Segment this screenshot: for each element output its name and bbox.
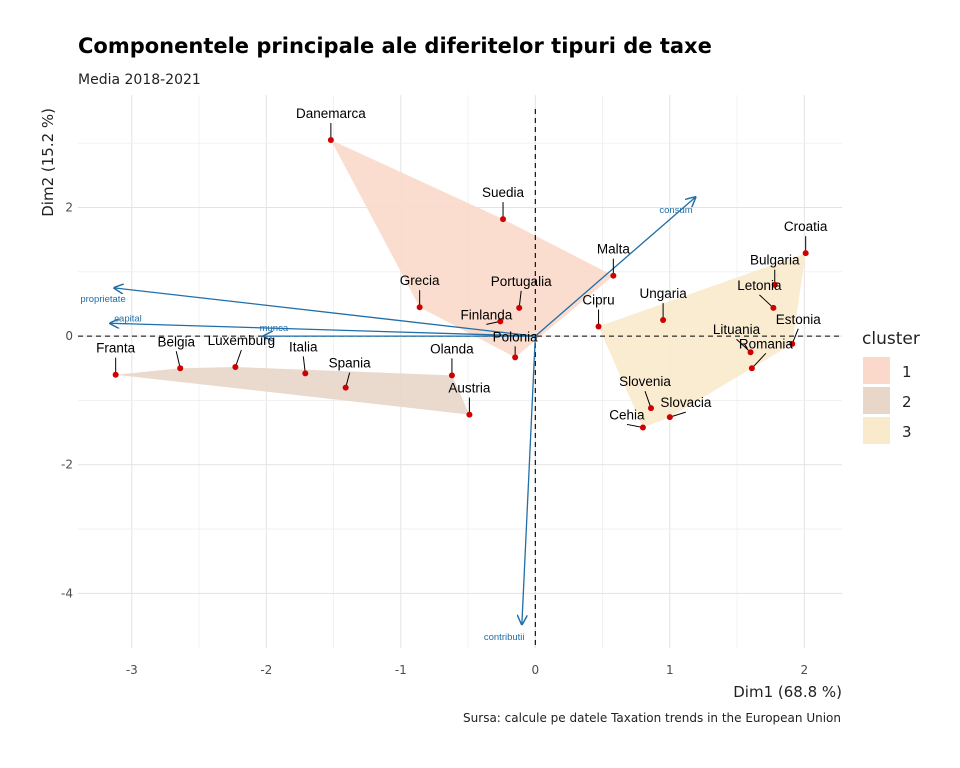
variable-label: contributii bbox=[484, 632, 525, 643]
y-tick-label: 2 bbox=[65, 201, 73, 215]
variable-label: capital bbox=[114, 313, 141, 324]
data-point-label: Cehia bbox=[609, 407, 645, 422]
cluster-hull-1 bbox=[330, 140, 614, 358]
data-point-label: Malta bbox=[597, 242, 631, 257]
data-point bbox=[302, 370, 309, 377]
data-point bbox=[610, 272, 617, 279]
data-point-label: Romania bbox=[739, 336, 794, 351]
data-point-label: Slovacia bbox=[660, 395, 712, 410]
data-point bbox=[595, 323, 602, 330]
chart-title: Componentele principale ale diferitelor … bbox=[78, 34, 712, 58]
data-point bbox=[770, 304, 777, 311]
y-axis-label: Dim2 (15.2 %) bbox=[39, 108, 57, 217]
data-point-label: Italia bbox=[289, 339, 318, 354]
data-point bbox=[639, 424, 646, 431]
legend-swatch-1 bbox=[863, 357, 890, 384]
data-point bbox=[516, 304, 523, 311]
data-point bbox=[789, 340, 796, 347]
data-point-label: Olanda bbox=[430, 341, 474, 356]
data-point-label: Croatia bbox=[784, 219, 828, 234]
legend-swatch-2 bbox=[863, 387, 890, 414]
data-point bbox=[416, 304, 423, 311]
label-leader bbox=[751, 352, 767, 369]
data-point-label: Ungaria bbox=[639, 286, 687, 301]
data-point bbox=[748, 365, 755, 372]
data-point bbox=[466, 411, 473, 418]
data-point-label: Polonia bbox=[493, 329, 539, 344]
data-point-label: Franta bbox=[96, 341, 136, 356]
chart-caption: Sursa: calcule pe datele Taxation trends… bbox=[463, 711, 841, 725]
x-tick-label: 1 bbox=[666, 663, 674, 677]
x-tick-label: -2 bbox=[260, 663, 272, 677]
variable-arrow bbox=[522, 336, 536, 624]
data-point bbox=[232, 363, 239, 370]
label-leader bbox=[736, 338, 751, 353]
data-point-label: Grecia bbox=[400, 273, 440, 288]
data-point bbox=[497, 318, 504, 325]
cluster-hull-3 bbox=[598, 253, 806, 428]
variable-label: munca bbox=[260, 323, 289, 334]
label-leader bbox=[644, 390, 652, 409]
data-point bbox=[177, 365, 184, 372]
legend-swatch-3 bbox=[863, 417, 890, 444]
data-point bbox=[666, 414, 673, 421]
data-point-label: Estonia bbox=[776, 312, 822, 327]
variable-label: proprietate bbox=[80, 294, 125, 305]
data-point bbox=[448, 372, 455, 379]
label-leader bbox=[759, 294, 774, 309]
data-point bbox=[500, 216, 507, 223]
data-point bbox=[327, 137, 334, 144]
data-point-label: Austria bbox=[448, 381, 491, 396]
data-point bbox=[660, 317, 667, 324]
data-point bbox=[342, 384, 349, 391]
data-point bbox=[512, 354, 519, 361]
data-point-label: Cipru bbox=[582, 292, 614, 307]
x-tick-label: -1 bbox=[395, 663, 407, 677]
y-tick-label: -2 bbox=[61, 458, 73, 472]
variable-label: consum bbox=[659, 205, 692, 216]
data-point bbox=[771, 281, 778, 288]
variable-arrow bbox=[114, 288, 536, 337]
data-point-label: Suedia bbox=[482, 185, 525, 200]
cluster-hull-2 bbox=[115, 366, 470, 415]
data-point-label: Bulgaria bbox=[750, 253, 800, 268]
x-tick-label: 0 bbox=[532, 663, 540, 677]
variable-arrow bbox=[110, 323, 536, 337]
data-point-label: Belgia bbox=[157, 334, 195, 349]
data-point-label: Finlanda bbox=[460, 307, 512, 322]
data-point-label: Spania bbox=[329, 356, 372, 371]
data-point-label: Luxemburg bbox=[208, 333, 276, 348]
legend-label: 3 bbox=[902, 423, 912, 441]
data-point-label: Slovenia bbox=[619, 374, 671, 389]
data-point bbox=[802, 250, 809, 257]
y-tick-label: 0 bbox=[65, 329, 73, 343]
variable-arrow bbox=[534, 197, 695, 337]
legend-label: 2 bbox=[902, 393, 912, 411]
label-leader bbox=[234, 349, 242, 368]
data-point-label: Letonia bbox=[737, 278, 782, 293]
chart-subtitle: Media 2018-2021 bbox=[78, 72, 201, 88]
y-tick-label: -4 bbox=[61, 586, 73, 600]
x-tick-label: 2 bbox=[801, 663, 809, 677]
data-point bbox=[747, 349, 754, 356]
x-tick-label: -3 bbox=[126, 663, 138, 677]
data-point bbox=[112, 371, 119, 378]
data-point-label: Lituania bbox=[713, 322, 761, 337]
legend-title: cluster bbox=[862, 329, 920, 349]
x-axis-label: Dim1 (68.8 %) bbox=[733, 683, 842, 701]
data-point-label: Portugalia bbox=[491, 274, 552, 289]
data-point bbox=[648, 405, 654, 412]
legend-label: 1 bbox=[902, 363, 912, 381]
data-point-label: Danemarca bbox=[296, 106, 366, 121]
